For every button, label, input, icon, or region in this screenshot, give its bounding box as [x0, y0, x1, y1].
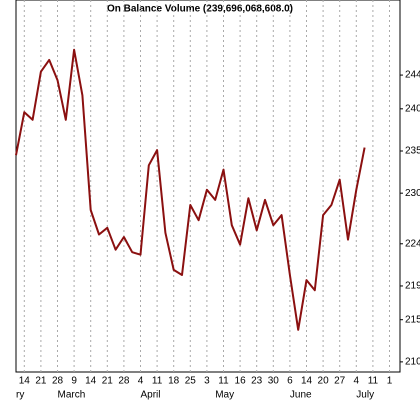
x-tick-label: 11: [368, 376, 379, 387]
x-tick-label: 27: [334, 376, 346, 387]
x-tick-label: 4: [354, 376, 360, 387]
chart-title: On Balance Volume (239,696,068,608.0): [107, 4, 293, 15]
x-tick-label: 21: [35, 376, 47, 387]
y-tick-label: 240: [405, 103, 420, 114]
data-line: [15, 48, 366, 331]
x-tick-label: 11: [218, 376, 229, 387]
month-label: April: [141, 390, 161, 400]
x-tick-label: 25: [185, 376, 197, 387]
x-tick-label: 20: [318, 376, 330, 387]
x-tick-label: 11: [152, 376, 163, 387]
x-tick-label: 14: [19, 376, 31, 387]
y-tick-label: 215: [405, 314, 420, 325]
x-tick-label: 9: [71, 376, 77, 387]
x-tick-label: 6: [287, 376, 293, 387]
y-tick-label: 224: [405, 238, 420, 249]
x-tick-label: 30: [268, 376, 280, 387]
x-tick-label: 14: [301, 376, 313, 387]
y-tick-label: 219: [405, 281, 420, 292]
x-tick-label: 16: [235, 376, 247, 387]
x-tick-label: 1: [387, 376, 393, 387]
y-tick-label: 230: [405, 188, 420, 199]
month-label: July: [356, 390, 374, 400]
y-tick-label: 235: [405, 146, 420, 157]
x-tick-label: 3: [204, 376, 210, 387]
month-label: March: [58, 390, 86, 400]
y-tick-label: 210: [405, 357, 420, 368]
month-label: ry: [16, 390, 24, 400]
plot-frame: [15, 0, 401, 373]
x-tick-label: 28: [118, 376, 130, 387]
x-tick-label: 28: [52, 376, 64, 387]
month-label: June: [290, 390, 312, 400]
y-tick-label: 244: [405, 70, 420, 81]
month-label: May: [215, 390, 234, 400]
x-tick-label: 18: [168, 376, 180, 387]
x-tick-label: 21: [102, 376, 114, 387]
x-tick-label: 4: [138, 376, 144, 387]
x-tick-label: 23: [251, 376, 263, 387]
x-tick-label: 14: [85, 376, 97, 387]
